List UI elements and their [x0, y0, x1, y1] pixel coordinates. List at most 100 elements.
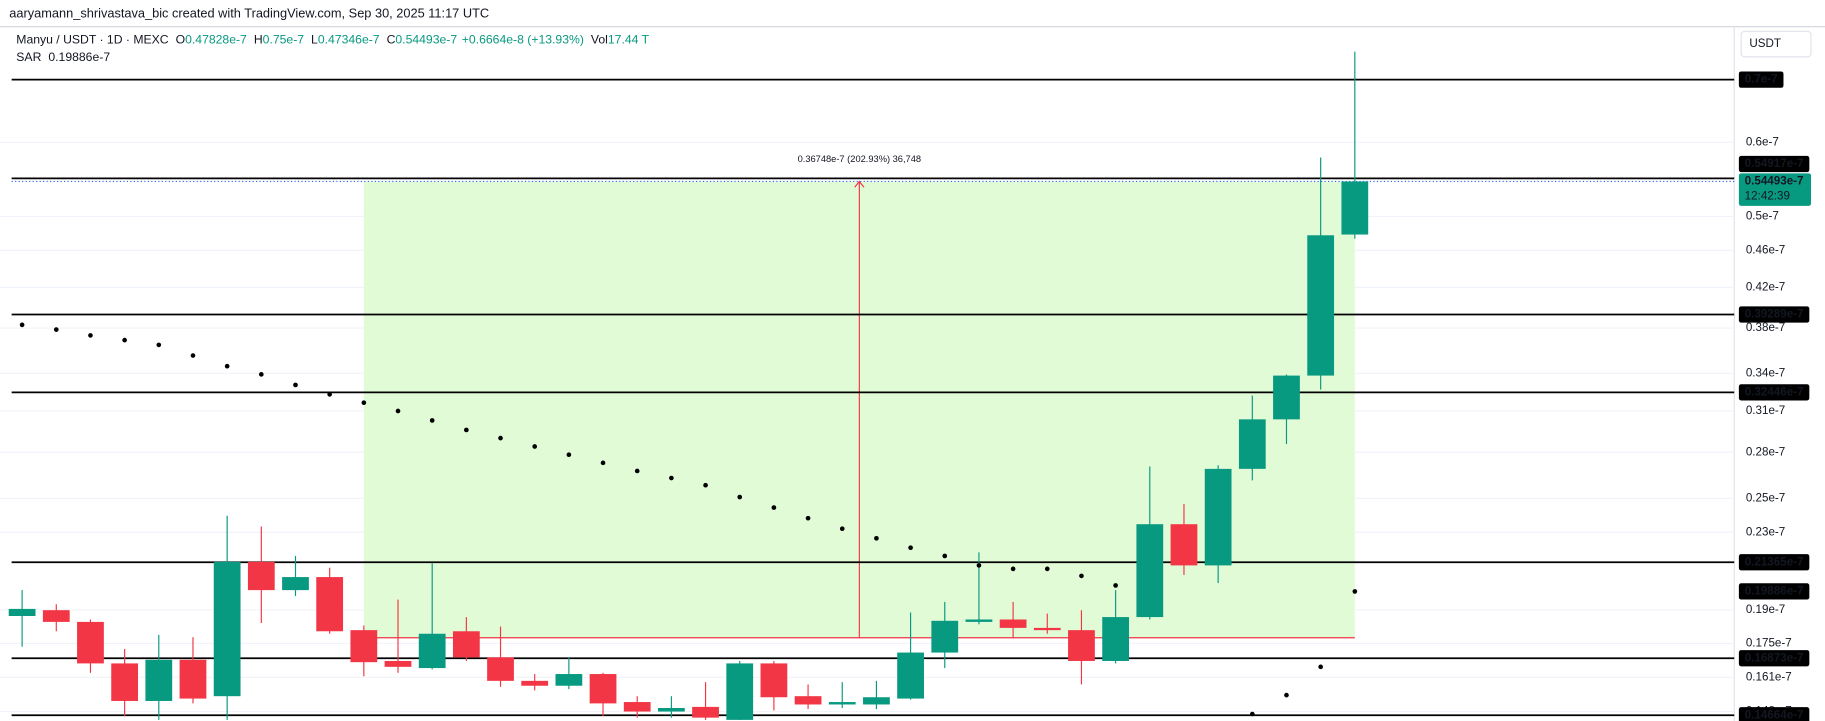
candle-body: [897, 652, 924, 699]
candle-body: [111, 663, 139, 701]
sar-dot: [1044, 566, 1050, 572]
candle-body: [179, 659, 207, 699]
sar-dot: [19, 322, 25, 328]
candle-body: [760, 663, 788, 698]
level-label-box: [1738, 384, 1810, 401]
candle-body: [931, 620, 959, 653]
candle-body: [999, 619, 1027, 628]
sar-dot: [634, 468, 640, 474]
candle-body: [77, 621, 104, 664]
legend-key: C: [387, 33, 396, 47]
sar-dot: [464, 427, 469, 433]
last-price-box: [1738, 173, 1812, 206]
sar-dot: [498, 435, 503, 441]
sar-dot: [293, 382, 298, 388]
legend-key: O: [176, 33, 185, 47]
sar-dot: [156, 342, 162, 348]
candle-body: [1170, 524, 1198, 566]
y-tick-label: 0.23e-7: [1746, 525, 1785, 538]
candle-body: [726, 663, 754, 720]
candle-body: [145, 659, 173, 701]
y-tick-label: 0.5e-7: [1746, 210, 1779, 223]
y-tick-label: 0.28e-7: [1746, 445, 1785, 458]
legend-row: Manyu / USDT · 1D · MEXC O0.47828e-7 H0.75…: [16, 33, 649, 47]
candle-body: [1068, 630, 1095, 661]
candle-body: [555, 674, 583, 686]
candle-body: [213, 561, 241, 697]
measure-arrowhead: [854, 180, 865, 188]
sar-dot: [190, 353, 196, 358]
candle-body: [692, 706, 719, 718]
sar-dot: [1113, 583, 1118, 588]
candle-body: [863, 697, 890, 705]
sar-dot: [908, 545, 913, 551]
header: aaryamann_shrivastava_bic created with T…: [9, 5, 489, 20]
sar-dot: [669, 475, 674, 481]
level-label-box: [1738, 306, 1810, 323]
sar-dot: [737, 494, 743, 500]
candle-body: [8, 608, 36, 616]
legend-value: 0.47828e-7: [185, 33, 247, 47]
currency-button[interactable]: [1740, 30, 1812, 58]
candle-body: [589, 674, 617, 704]
candle-body: [316, 577, 344, 632]
y-tick-label: 0.25e-7: [1746, 491, 1785, 504]
sar-dot: [942, 553, 948, 559]
y-tick-label: 0.46e-7: [1746, 243, 1785, 256]
candle-body: [1033, 627, 1061, 631]
level-label: 0.39289e-7: [1745, 308, 1804, 321]
currency[interactable]: USDT: [1749, 37, 1781, 50]
countdown: 12:42:39: [1745, 190, 1790, 203]
sar-dot: [88, 333, 93, 338]
sar-dot: [805, 515, 811, 521]
level-label: 0.7e-7: [1745, 73, 1778, 86]
sar-dot: [976, 563, 982, 568]
candle-body: [965, 619, 993, 622]
level-label: 0.54917e-7: [1745, 157, 1804, 170]
sar-dot: [361, 400, 367, 406]
candle-body: [418, 633, 446, 669]
candle-body: [623, 702, 651, 712]
level-label-box: [1738, 707, 1810, 721]
y-tick-label: 0.6e-7: [1746, 135, 1779, 148]
y-tick-label: 0.42e-7: [1746, 280, 1785, 293]
level-label: 0.21365e-7: [1745, 555, 1804, 568]
legend-value: 0.47346e-7: [318, 33, 380, 47]
candle-body: [828, 702, 856, 705]
sar-dot: [258, 372, 264, 377]
candle-body: [42, 610, 70, 622]
legend-value: 0.75e-7: [263, 33, 305, 47]
sar-dot: [224, 363, 230, 369]
candle-body: [350, 630, 378, 663]
indicator-tag: 0.19886e-7: [1745, 584, 1804, 597]
sar-dot: [1284, 692, 1289, 698]
candle-body: [1136, 524, 1164, 618]
sar-dot: [53, 327, 59, 332]
indicator-name: SAR: [16, 50, 41, 64]
sar-dot: [395, 408, 401, 414]
sar-dot: [122, 337, 127, 343]
level-label: 0.14664e-7: [1745, 708, 1804, 721]
candle-body: [794, 696, 822, 705]
candle-body: [1102, 617, 1130, 661]
sar-dot: [566, 452, 572, 458]
sar-dot: [532, 444, 538, 449]
sar-dot: [1249, 711, 1255, 717]
last-price-label: 0.54493e-7: [1745, 175, 1804, 188]
sar-dot: [1352, 589, 1358, 594]
candle-body: [452, 631, 480, 658]
candle-body: [521, 680, 549, 686]
sar-dot: [600, 460, 606, 466]
legend-volume: 17.44 T: [608, 33, 650, 47]
level-label-box: [1738, 155, 1810, 173]
sar-dot: [429, 418, 435, 423]
level-label: 0.16873e-7: [1745, 651, 1804, 664]
candle-body: [282, 577, 309, 591]
candle-body: [658, 707, 685, 712]
candle-body: [1204, 468, 1232, 566]
sar-dot: [874, 535, 879, 541]
y-tick-label: 0.38e-7: [1746, 321, 1785, 334]
legend-key: L: [311, 33, 318, 47]
legend-value: 0.54493e-7: [395, 33, 457, 47]
